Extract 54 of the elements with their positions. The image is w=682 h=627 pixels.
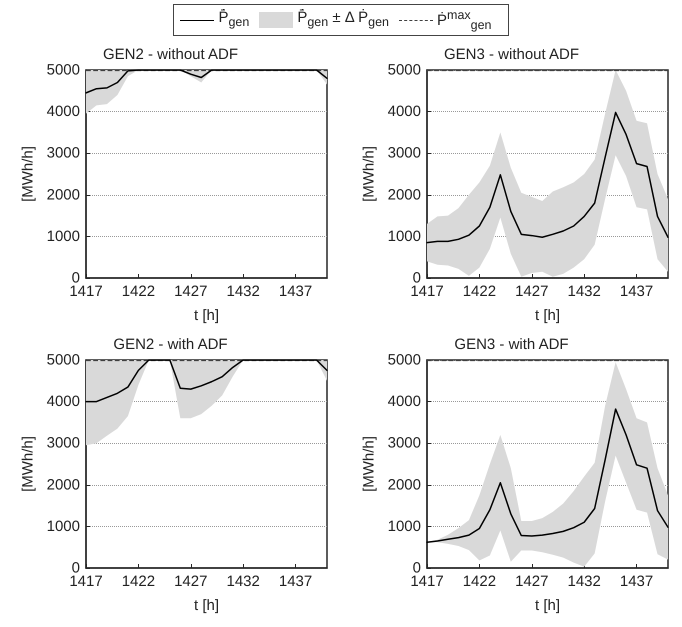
line-series bbox=[85, 359, 328, 402]
x-tick-label: 1422 bbox=[122, 283, 156, 300]
x-tick-label: 1437 bbox=[620, 573, 654, 590]
x-tick-label: 1427 bbox=[174, 573, 208, 590]
line-series bbox=[426, 112, 669, 244]
line-series bbox=[426, 408, 669, 543]
y-tick-label: 4000 bbox=[46, 103, 80, 120]
x-tick-label: 1427 bbox=[174, 283, 208, 300]
y-tick-label: 1000 bbox=[46, 228, 80, 245]
y-tick-label: 4000 bbox=[46, 393, 80, 410]
y-tick-label: 3000 bbox=[388, 144, 421, 162]
chart-title: GEN3 - without ADF bbox=[444, 46, 580, 63]
x-tick-label: 1427 bbox=[515, 573, 548, 590]
y-tick-label: 1000 bbox=[388, 228, 421, 245]
chart-title: GEN3 - with ADF bbox=[454, 336, 569, 353]
text: Ṗ̄$_{gen}$ ± Δ Ṗ$_{gen}$ bbox=[297, 9, 390, 30]
y-tick-label: 2000 bbox=[388, 476, 421, 494]
x-tick-label: 1437 bbox=[620, 283, 654, 300]
legend-label: Ṗ̄$_{gen}$ bbox=[218, 9, 250, 30]
line-series bbox=[85, 69, 328, 94]
y-tick-label: 2000 bbox=[46, 186, 80, 204]
y-tick-label: 3000 bbox=[388, 434, 421, 452]
y-tick-label: 1000 bbox=[46, 518, 80, 535]
x-tick-label: 1437 bbox=[278, 283, 312, 300]
x-axis-title: t [h] bbox=[534, 597, 560, 614]
x-tick-label: 1432 bbox=[226, 573, 260, 590]
y-tick-label: 3000 bbox=[46, 144, 80, 162]
x-tick-label: 1437 bbox=[278, 573, 312, 590]
x-tick-label: 1432 bbox=[226, 283, 260, 300]
x-tick-label: 1422 bbox=[122, 573, 156, 590]
y-axis-title: [MWh/h] bbox=[360, 436, 378, 492]
x-tick-label: 1432 bbox=[567, 573, 601, 590]
x-tick-label: 1422 bbox=[462, 283, 496, 300]
y-axis-title: [MWh/h] bbox=[360, 146, 378, 202]
y-tick-label: 4000 bbox=[388, 103, 421, 120]
y-tick-label: 3000 bbox=[46, 434, 80, 452]
x-axis-title: t [h] bbox=[194, 307, 220, 324]
chart-title: GEN2 - without ADF bbox=[102, 46, 238, 63]
x-tick-label: 1432 bbox=[567, 283, 601, 300]
x-axis-title: t [h] bbox=[534, 307, 560, 324]
y-tick-label: 5000 bbox=[46, 62, 80, 78]
y-tick-label: 2000 bbox=[46, 476, 80, 494]
y-tick-label: 5000 bbox=[388, 352, 421, 368]
y-tick-label: 4000 bbox=[388, 393, 421, 410]
x-axis-title: t [h] bbox=[194, 597, 220, 614]
y-tick-label: 5000 bbox=[388, 62, 421, 78]
y-axis-title: [MWh/h] bbox=[20, 146, 37, 202]
x-tick-label: 1427 bbox=[515, 283, 548, 300]
chart-title: GEN2 - with ADF bbox=[113, 336, 228, 353]
y-tick-label: 5000 bbox=[46, 352, 80, 368]
x-tick-label: 1422 bbox=[462, 573, 496, 590]
y-tick-label: 1000 bbox=[388, 518, 421, 535]
y-tick-label: 2000 bbox=[388, 186, 421, 204]
y-axis-title: [MWh/h] bbox=[20, 436, 37, 492]
